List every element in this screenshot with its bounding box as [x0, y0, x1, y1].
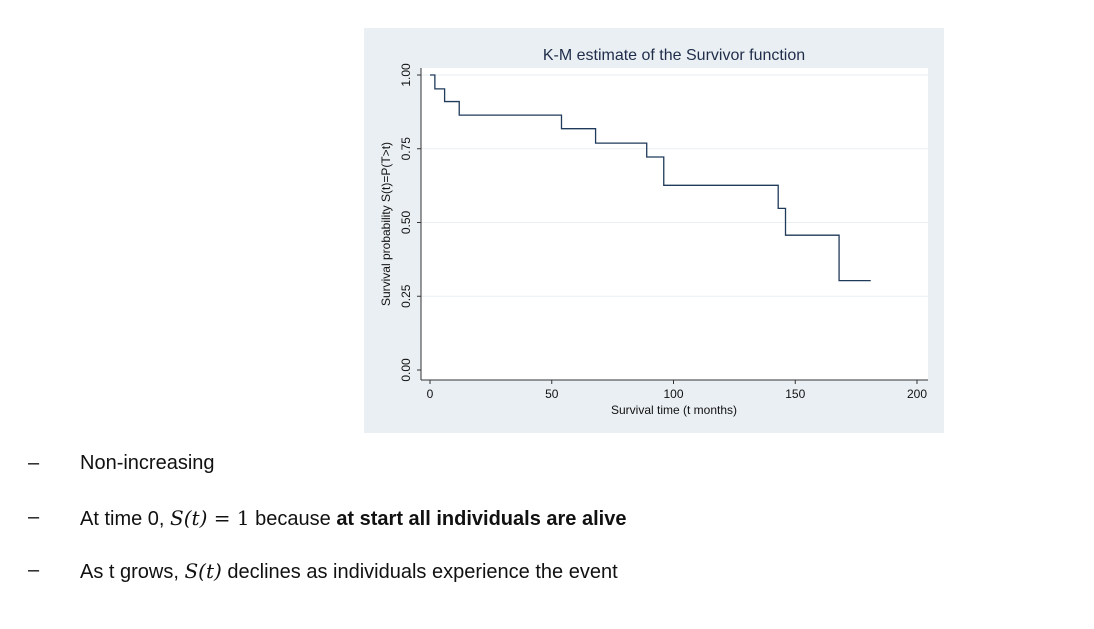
km-survival-chart: K-M estimate of the Survivor function Su…: [364, 28, 944, 433]
bullet-text: As t grows, S(t) declines as individuals…: [80, 559, 618, 584]
text-segment: At time 0,: [80, 508, 171, 530]
bullet-dash: –: [28, 506, 40, 528]
bullet-dash: –: [28, 559, 40, 581]
bullet-dash: –: [28, 452, 40, 474]
y-tick-label: 1.00: [399, 63, 413, 87]
text-segment: As t grows,: [80, 561, 185, 583]
math-expression: S(t): [184, 559, 222, 583]
x-tick-label: 150: [785, 387, 805, 401]
survival-step-line: [430, 74, 871, 282]
y-tick-label: 0.25: [399, 284, 413, 308]
math-expression: = 1: [207, 506, 250, 530]
y-tick-label: 0.75: [399, 137, 413, 161]
text-segment: because: [249, 508, 337, 530]
text-segment: declines as individuals experience the e…: [221, 561, 618, 583]
x-tick-label: 50: [545, 387, 559, 401]
y-tick-label: 0.50: [399, 210, 413, 234]
x-axis-label: Survival time (t months): [611, 403, 737, 417]
math-expression: S(t): [170, 506, 208, 530]
bullet-text: At time 0, S(t) = 1 because at start all…: [80, 506, 626, 531]
y-axis-label: Survival probability S(t)=P(T>t): [379, 142, 393, 306]
x-tick-label: 200: [907, 387, 927, 401]
x-tick-label: 100: [663, 387, 683, 401]
chart-title: K-M estimate of the Survivor function: [543, 47, 805, 64]
plot-area: [421, 68, 928, 380]
y-tick-label: 0.00: [399, 358, 413, 382]
bold-text: at start all individuals are alive: [336, 508, 627, 530]
bullet-text: Non-increasing: [80, 452, 215, 474]
x-tick-label: 0: [427, 387, 434, 401]
